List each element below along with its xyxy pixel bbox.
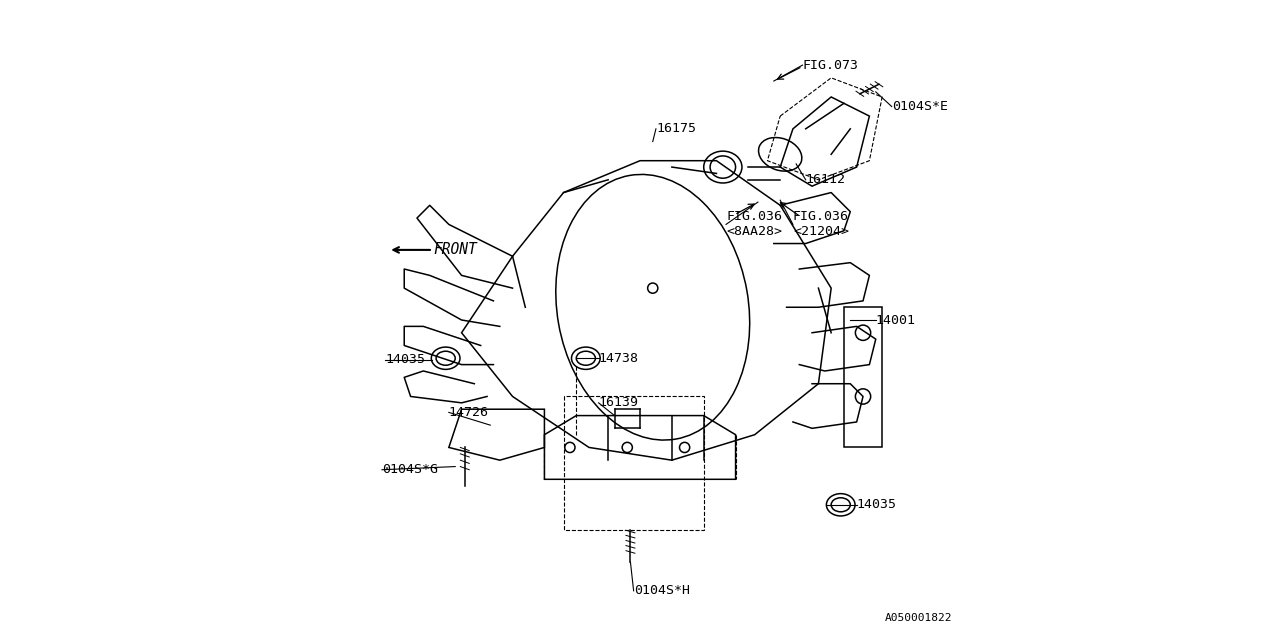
Text: 14001: 14001 [876,314,915,326]
Text: 16112: 16112 [805,173,846,186]
Text: FIG.036
<21204>: FIG.036 <21204> [792,211,849,239]
Text: 16139: 16139 [599,396,639,410]
Text: 16175: 16175 [655,122,696,135]
Text: FIG.036
<8AA28>: FIG.036 <8AA28> [726,211,782,239]
Text: 14035: 14035 [856,499,897,511]
Text: FRONT: FRONT [433,243,476,257]
Text: 0104S*G: 0104S*G [381,463,438,476]
Text: 0104S*H: 0104S*H [634,584,690,597]
Text: FIG.073: FIG.073 [803,59,859,72]
Text: 14726: 14726 [449,406,489,419]
Text: 14738: 14738 [599,352,639,365]
Text: 0104S*E: 0104S*E [892,100,947,113]
Text: A050001822: A050001822 [884,612,952,623]
Text: 14035: 14035 [385,353,425,366]
